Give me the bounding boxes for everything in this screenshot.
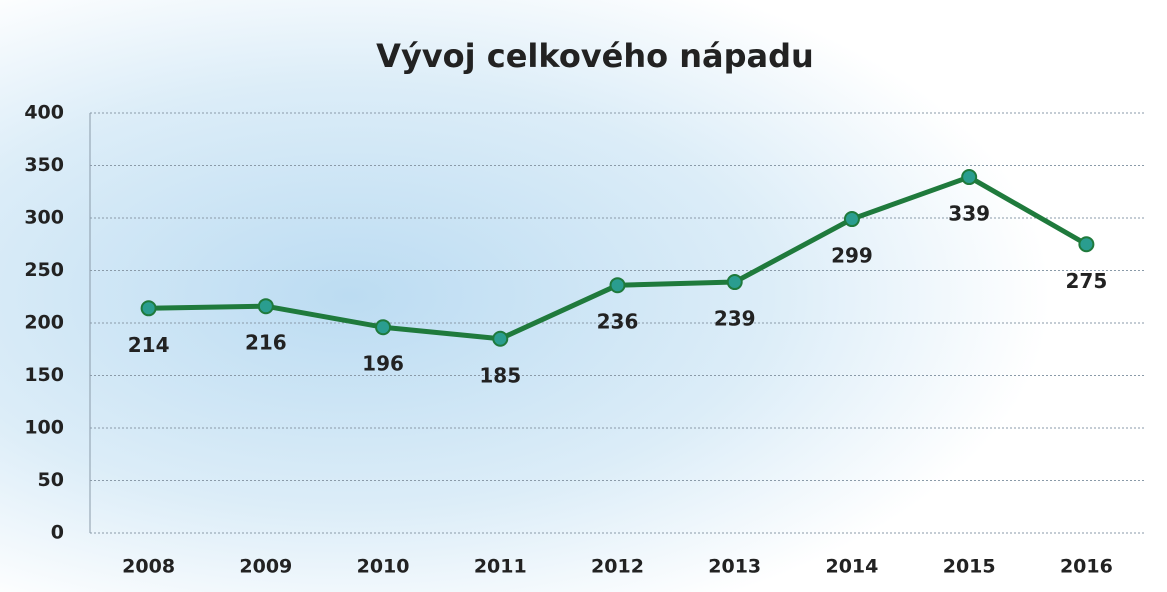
value-label: 339 xyxy=(948,202,990,226)
x-tick-label: 2016 xyxy=(1060,556,1113,578)
value-label: 239 xyxy=(714,307,756,331)
x-tick-label: 2012 xyxy=(591,556,644,578)
y-tick-label: 350 xyxy=(24,154,64,176)
marker xyxy=(492,330,509,347)
value-label: 236 xyxy=(597,310,639,334)
x-tick-label: 2010 xyxy=(357,556,410,578)
value-label: 216 xyxy=(245,331,287,355)
marker xyxy=(609,277,626,294)
value-label: 196 xyxy=(362,352,404,376)
x-tick-label: 2013 xyxy=(708,556,761,578)
value-label: 299 xyxy=(831,244,873,268)
marker xyxy=(961,169,978,186)
marker xyxy=(1078,236,1095,253)
value-label: 214 xyxy=(128,333,170,357)
x-tick-label: 2014 xyxy=(825,556,878,578)
x-tick-label: 2008 xyxy=(122,556,175,578)
y-tick-label: 200 xyxy=(24,312,64,334)
marker xyxy=(140,300,157,317)
x-tick-label: 2011 xyxy=(474,556,527,578)
y-tick-label: 100 xyxy=(24,417,64,439)
value-label: 185 xyxy=(479,363,521,387)
value-label: 275 xyxy=(1066,269,1108,293)
y-tick-label: 300 xyxy=(24,207,64,229)
marker xyxy=(843,211,860,228)
y-tick-label: 400 xyxy=(24,102,64,124)
y-tick-label: 250 xyxy=(24,259,64,281)
x-tick-label: 2015 xyxy=(943,556,996,578)
marker xyxy=(257,298,274,315)
marker xyxy=(726,274,743,291)
y-tick-label: 50 xyxy=(38,469,64,491)
marker xyxy=(375,319,392,336)
y-tick-label: 0 xyxy=(51,522,64,544)
y-tick-label: 150 xyxy=(24,364,64,386)
chart-title: Vývoj celkového nápadu xyxy=(376,37,814,75)
x-tick-label: 2009 xyxy=(239,556,292,578)
